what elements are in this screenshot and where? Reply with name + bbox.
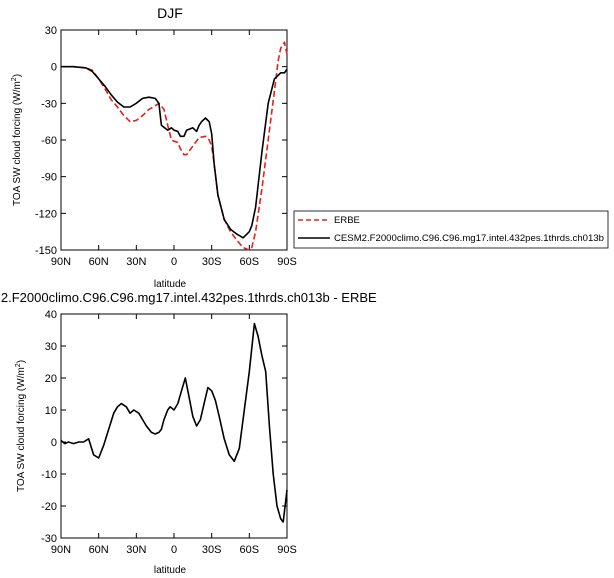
top-y-tick-label-0: 30 (45, 25, 57, 37)
top-x-axis-title: latitude (154, 279, 187, 290)
top-x-tick-label-3: 0 (171, 256, 177, 268)
top-x-tick-label-6: 90S (277, 256, 297, 268)
bottom-x-tick-label-4: 30S (202, 544, 222, 556)
bottom-series-line-0 (60, 322, 288, 523)
bottom-panel: CESM2.F2000climo.C96.C96.mg17.intel.432p… (0, 290, 377, 576)
legend: ERBE CESM2.F2000climo.C96.C96.mg17.intel… (293, 210, 609, 249)
bottom-x-axis-title: latitude (154, 565, 187, 576)
top-series-line-0 (61, 41, 288, 251)
bottom-y-tick-label-5: -10 (41, 469, 57, 481)
bottom-y-tick-label-2: 20 (45, 373, 57, 385)
top-y-axis-title-close: ) (12, 74, 23, 77)
bottom-y-tick-label-6: -20 (41, 501, 57, 513)
top-y-axis-title-sup: 2 (11, 77, 18, 81)
bottom-y-axis-title-close: ) (16, 360, 27, 363)
legend-label-erbe: ERBE (334, 215, 360, 226)
bottom-y-tick-label-4: 0 (51, 437, 57, 449)
top-y-tick-label-2: -30 (41, 98, 57, 110)
bottom-y-tick-label-3: 10 (45, 405, 57, 417)
top-y-tick-label-6: -150 (35, 245, 57, 257)
bottom-chart-title: CESM2.F2000climo.C96.C96.mg17.intel.432p… (0, 290, 377, 305)
top-x-tick-label-2: 30N (126, 256, 146, 268)
bottom-y-axis-title-main: TOA SW cloud forcing (W/m (16, 367, 27, 492)
top-y-axis-title: TOA SW cloud forcing (W/m2) (11, 74, 23, 206)
top-y-tick-label-1: 0 (51, 62, 57, 74)
bottom-y-tick-label-0: 40 (45, 309, 57, 321)
bottom-x-tick-label-0: 90N (51, 544, 71, 556)
legend-box (293, 210, 609, 249)
bottom-x-tick-label-2: 30N (126, 544, 146, 556)
top-y-axis-title-main: TOA SW cloud forcing (W/m (12, 81, 23, 206)
bottom-x-tick-label-3: 0 (171, 544, 177, 556)
bottom-x-tick-label-6: 90S (277, 544, 297, 556)
bottom-y-axis-title: TOA SW cloud forcing (W/m2) (15, 360, 27, 492)
bottom-x-tick-label-1: 60N (89, 544, 109, 556)
legend-label-cesm2: CESM2.F2000climo.C96.C96.mg17.intel.432p… (334, 233, 604, 244)
top-chart-title: DJF (157, 5, 183, 21)
top-panel: DJF 90N 60N 30N 0 30S 60S 90S 30 0 -30 -60 -90 -120 -… (11, 5, 297, 290)
bottom-y-tick-label-7: -30 (41, 533, 57, 545)
bottom-plot-frame (60, 313, 288, 539)
top-x-tick-label-4: 30S (202, 256, 222, 268)
top-series-line-1 (61, 65, 288, 239)
bottom-plot-area: 90N 60N 30N 0 30S 60S 90S 40 30 20 10 0 -10 -20 -30 (41, 309, 297, 556)
top-x-tick-label-0: 90N (51, 256, 71, 268)
top-y-tick-label-3: -60 (41, 135, 57, 147)
bottom-y-axis-title-sup: 2 (15, 363, 22, 367)
top-y-tick-label-4: -90 (41, 172, 57, 184)
top-x-tick-label-1: 60N (89, 256, 109, 268)
top-x-tick-label-5: 60S (240, 256, 260, 268)
bottom-x-tick-label-5: 60S (240, 544, 260, 556)
top-y-tick-label-5: -120 (35, 208, 57, 220)
bottom-y-tick-label-1: 30 (45, 341, 57, 353)
top-plot-area: 90N 60N 30N 0 30S 60S 90S 30 0 -30 -60 -90 -120 -150 (35, 25, 297, 268)
